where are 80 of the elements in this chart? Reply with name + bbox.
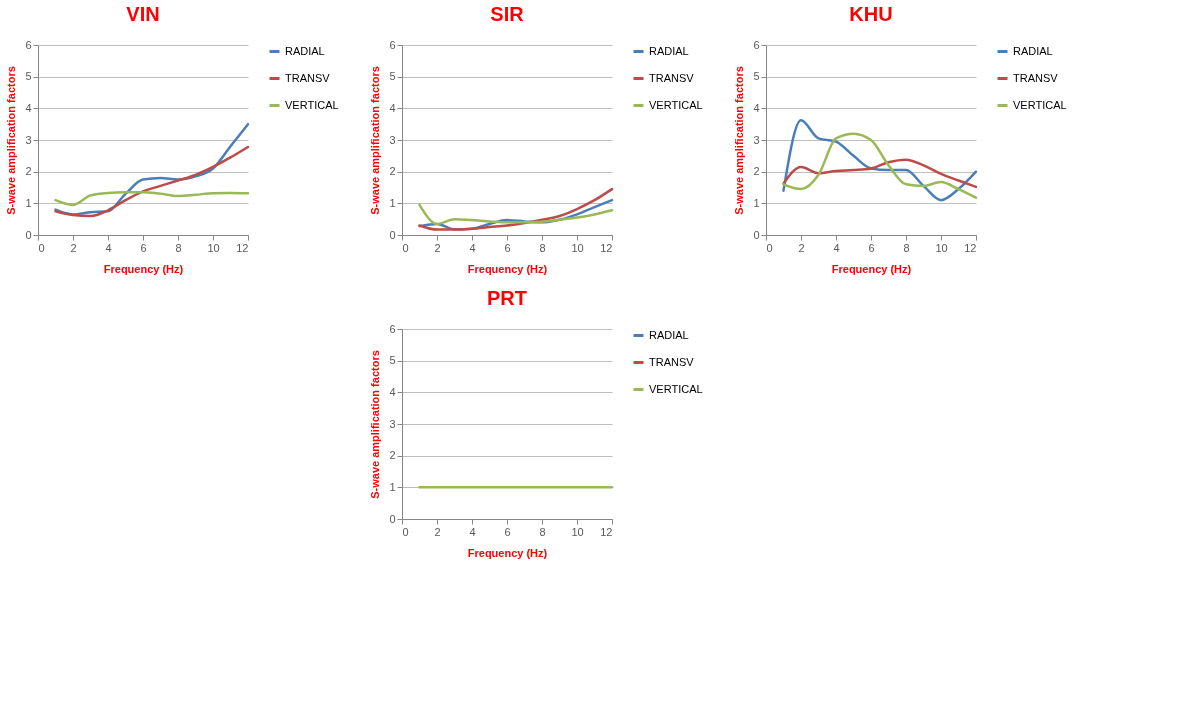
legend-label: TRANSV [649,355,695,368]
legend-label: VERTICAL [649,98,703,111]
x-tick-label: 6 [504,241,511,254]
x-tick-label: 4 [833,241,840,254]
y-tick-label: 4 [753,101,760,114]
y-tick-label: 4 [25,101,32,114]
x-tick-label: 2 [798,241,805,254]
y-tick-label: 5 [753,70,760,83]
y-tick-label: 5 [389,354,396,367]
chart-title: SIR [490,3,525,25]
y-tick-label: 0 [25,228,32,241]
x-tick-label: 12 [236,241,249,254]
y-tick-label: 3 [753,133,760,146]
legend-label: RADIAL [285,44,325,57]
y-tick-label: 2 [25,165,32,178]
x-tick-label: 6 [504,525,511,538]
y-axis-title: S-wave amplification factors [5,66,18,215]
x-axis-title: Frequency (Hz) [467,546,548,559]
x-tick-label: 4 [469,241,476,254]
x-tick-label: 10 [935,241,948,254]
y-axis-title: S-wave amplification factors [369,350,382,499]
y-tick-label: 1 [389,196,396,209]
y-tick-label: 6 [753,38,760,51]
y-tick-label: 5 [25,70,32,83]
chart-title: PRT [487,287,527,309]
y-tick-label: 4 [389,385,396,398]
x-tick-label: 0 [402,241,409,254]
x-tick-label: 0 [766,241,773,254]
y-tick-label: 2 [389,449,396,462]
legend-label: VERTICAL [649,382,703,395]
y-tick-label: 2 [389,165,396,178]
x-tick-label: 10 [207,241,220,254]
legend-label: TRANSV [1013,71,1059,84]
chart-title: KHU [849,3,893,25]
y-axis-title: S-wave amplification factors [369,66,382,215]
y-tick-label: 1 [389,480,396,493]
x-tick-label: 8 [539,241,546,254]
x-axis-title: Frequency (Hz) [831,262,912,275]
x-axis-title: Frequency (Hz) [103,262,184,275]
y-tick-label: 3 [389,417,396,430]
x-tick-label: 2 [70,241,77,254]
legend-label: RADIAL [649,328,689,341]
legend-label: RADIAL [1013,44,1053,57]
y-tick-label: 1 [753,196,760,209]
x-tick-label: 2 [434,525,441,538]
x-tick-label: 4 [469,525,476,538]
x-tick-label: 6 [868,241,875,254]
y-tick-label: 0 [753,228,760,241]
y-tick-label: 1 [25,196,32,209]
x-tick-label: 0 [402,525,409,538]
y-tick-label: 5 [389,70,396,83]
x-tick-label: 4 [105,241,112,254]
x-tick-label: 8 [539,525,546,538]
legend-label: TRANSV [649,71,695,84]
x-tick-label: 12 [600,525,613,538]
chart-title: VIN [126,3,160,25]
y-tick-label: 6 [389,38,396,51]
legend-label: VERTICAL [285,98,339,111]
legend-label: VERTICAL [1013,98,1067,111]
x-tick-label: 12 [964,241,977,254]
y-axis-title: S-wave amplification factors [733,66,746,215]
x-tick-label: 8 [903,241,910,254]
y-tick-label: 0 [389,512,396,525]
y-tick-label: 0 [389,228,396,241]
legend-label: RADIAL [649,44,689,57]
y-tick-label: 4 [389,101,396,114]
y-tick-label: 2 [753,165,760,178]
y-tick-label: 6 [389,322,396,335]
x-tick-label: 8 [175,241,182,254]
x-axis-title: Frequency (Hz) [467,262,548,275]
y-tick-label: 6 [25,38,32,51]
legend-label: TRANSV [285,71,331,84]
y-tick-label: 3 [389,133,396,146]
x-tick-label: 0 [38,241,45,254]
x-tick-label: 6 [140,241,147,254]
x-tick-label: 2 [434,241,441,254]
x-tick-label: 10 [571,241,584,254]
x-tick-label: 12 [600,241,613,254]
y-tick-label: 3 [25,133,32,146]
x-tick-label: 10 [571,525,584,538]
